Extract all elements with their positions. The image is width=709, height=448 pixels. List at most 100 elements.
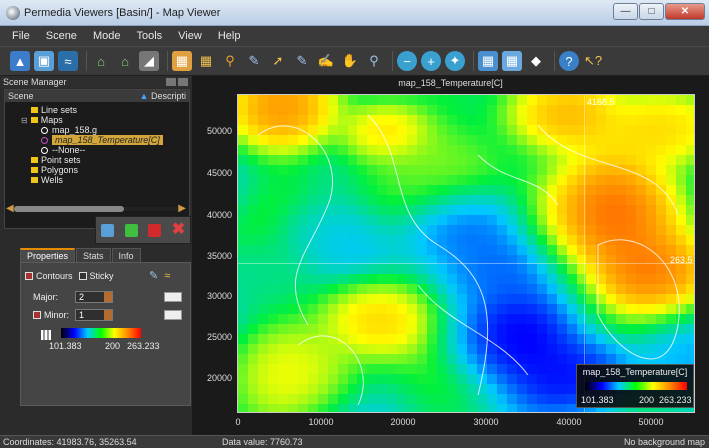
tree-item-wells[interactable]: Wells <box>5 175 189 185</box>
scrollbar-thumb[interactable] <box>14 206 124 212</box>
map-cell <box>506 124 518 136</box>
map-cell <box>536 314 548 326</box>
map-cell <box>307 254 319 266</box>
radio-selected-icon[interactable] <box>41 136 48 144</box>
minor-checkbox[interactable] <box>33 311 41 319</box>
map-view[interactable]: map_158_Temperature[C] 4168.5 263.5 5000… <box>192 76 709 435</box>
map-cell <box>347 114 359 126</box>
map-cell <box>676 184 688 196</box>
minor-color-swatch[interactable] <box>164 310 182 320</box>
major-spinbox[interactable]: 2 <box>75 291 113 303</box>
add-green-icon[interactable] <box>124 223 138 237</box>
spinbox-arrows[interactable] <box>104 310 112 320</box>
line-icon[interactable]: ➚ <box>272 53 284 68</box>
menu-tools[interactable]: Tools <box>136 30 163 42</box>
close-button[interactable]: ✕ <box>665 3 705 20</box>
map-cell <box>317 354 329 366</box>
tree-header-description[interactable]: ▲ Descripti <box>140 91 186 101</box>
map-cell <box>357 184 369 196</box>
tree-item-polygons[interactable]: Polygons <box>5 165 189 175</box>
menu-mode[interactable]: Mode <box>92 30 121 42</box>
tree-item-none[interactable]: --None-- <box>5 145 189 155</box>
map-cell <box>287 304 299 316</box>
sticky-checkbox[interactable] <box>78 272 87 280</box>
terrain-icon[interactable]: ◢ <box>139 51 159 71</box>
radio-icon[interactable] <box>41 126 48 134</box>
minor-spinbox[interactable]: 1 <box>75 309 113 321</box>
delete-icon[interactable]: ✖ <box>171 220 186 238</box>
tree-item-maps[interactable]: ⊟ Maps <box>5 115 189 125</box>
map-cell <box>347 294 359 306</box>
zoom-fit-icon[interactable]: ✦ <box>445 51 465 71</box>
menu-view[interactable]: View <box>178 30 202 42</box>
map-cell <box>247 344 259 356</box>
grid-icon[interactable]: ▦ <box>199 53 213 68</box>
brush-tool-icon[interactable]: ✎ <box>149 270 159 282</box>
maximize-button[interactable]: □ <box>639 3 664 20</box>
zoom-out-icon[interactable]: − <box>397 51 417 71</box>
map-cell <box>307 384 319 396</box>
map-cell <box>387 234 399 246</box>
tab-properties[interactable]: Properties <box>20 248 76 262</box>
radio-icon[interactable] <box>41 146 48 154</box>
collapse-icon[interactable]: ⊟ <box>21 115 28 125</box>
minimize-button[interactable]: — <box>613 3 638 20</box>
map-cell <box>238 244 249 256</box>
layers-icon[interactable]: ≈ <box>58 51 78 71</box>
tree-header-scene[interactable]: Scene <box>8 91 34 101</box>
pencil-icon[interactable]: ✎ <box>248 53 260 68</box>
cube-icon[interactable]: ◆ <box>531 53 541 68</box>
tree-item-line-sets[interactable]: Line sets <box>5 105 189 115</box>
brush-icon[interactable]: ✎ <box>296 53 308 68</box>
hand-icon[interactable]: ✋ <box>341 53 359 68</box>
contours-checkbox[interactable] <box>25 272 33 280</box>
menu-file[interactable]: File <box>12 30 30 42</box>
color-map-icon[interactable] <box>41 330 51 340</box>
temperature-map-canvas[interactable]: 4168.5 263.5 <box>237 94 695 413</box>
map-cell <box>496 214 508 226</box>
map-icon[interactable]: ▣ <box>34 51 54 71</box>
map-cell <box>476 184 488 196</box>
tree-item-map-temperature[interactable]: map_158_Temperature[C] <box>5 135 189 145</box>
tab-stats[interactable]: Stats <box>76 248 111 262</box>
dock-close-button[interactable] <box>178 78 188 86</box>
landscape-icon[interactable]: ▲ <box>10 51 30 71</box>
menu-scene[interactable]: Scene <box>45 30 77 42</box>
tree-horizontal-scrollbar[interactable]: ◀ ▶ <box>6 203 186 214</box>
map-cell <box>616 274 628 286</box>
major-color-swatch[interactable] <box>164 292 182 302</box>
map-cell <box>427 274 439 286</box>
dock-float-button[interactable] <box>166 78 176 86</box>
table-icon[interactable]: ▦ <box>502 51 522 71</box>
tree-item-point-sets[interactable]: Point sets <box>5 155 189 165</box>
calculator-icon[interactable]: ▦ <box>478 51 498 71</box>
grid-colored-icon[interactable]: ▦ <box>172 51 192 71</box>
house-alt-icon[interactable]: ⌂ <box>121 53 129 69</box>
scroll-left-icon[interactable]: ◀ <box>6 203 14 214</box>
help-icon[interactable]: ? <box>559 51 579 71</box>
map-cell <box>387 404 399 412</box>
tree-item-map-158[interactable]: map_158.g <box>5 125 189 135</box>
zoom-in-icon[interactable]: + <box>421 51 441 71</box>
home-icon[interactable]: ⌂ <box>97 53 105 69</box>
pin-icon[interactable]: ⚲ <box>225 53 235 68</box>
remove-red-icon[interactable] <box>148 223 162 237</box>
pen-icon[interactable]: ✍ <box>317 53 335 68</box>
map-cell <box>566 234 578 246</box>
map-cell <box>427 104 439 116</box>
map-cell <box>486 95 498 106</box>
whats-this-icon[interactable]: ↖? <box>583 53 603 68</box>
zoom-box-icon[interactable]: ⚲ <box>369 53 379 68</box>
map-cell <box>267 114 279 126</box>
map-cell <box>616 354 628 366</box>
menu-help[interactable]: Help <box>217 30 241 42</box>
spinbox-arrows[interactable] <box>104 292 112 302</box>
color-scale-bar[interactable] <box>61 328 141 338</box>
map-cell <box>247 394 259 406</box>
map-cell <box>397 244 409 256</box>
copy-icon[interactable] <box>101 223 115 237</box>
tab-info[interactable]: Info <box>111 248 141 262</box>
contour-style-icon[interactable]: ≈ <box>164 269 171 282</box>
map-cell <box>387 274 399 286</box>
scroll-right-icon[interactable]: ▶ <box>178 203 186 214</box>
